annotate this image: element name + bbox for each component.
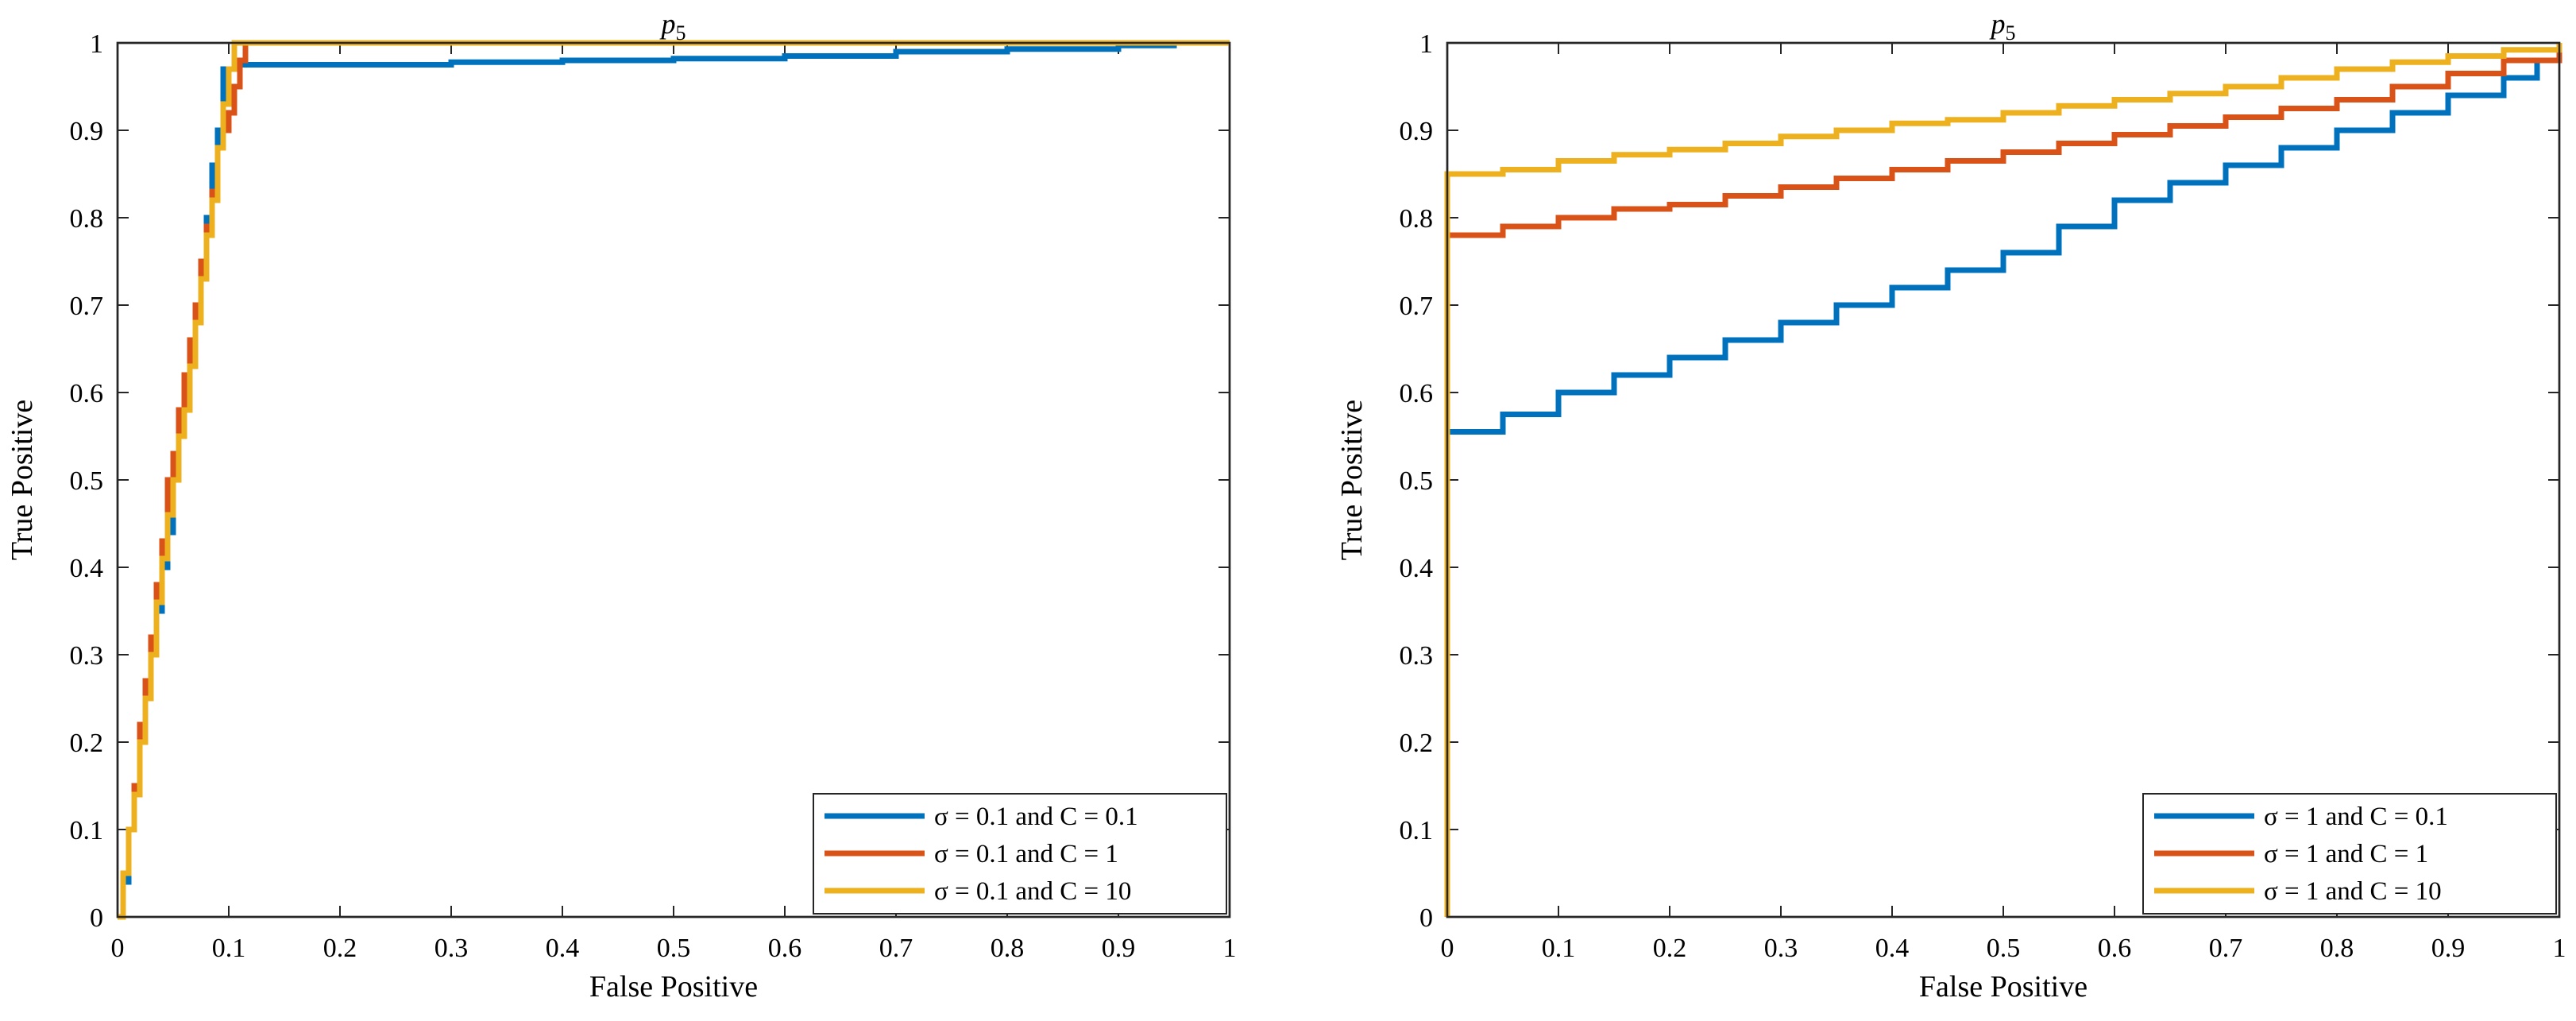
x-tick-label: 0.2: [1653, 934, 1687, 963]
legend-label-3: σ = 1 and C = 10: [2264, 877, 2442, 906]
x-tick-label: 0.4: [1875, 934, 1910, 963]
y-tick-label: 1: [90, 29, 103, 59]
y-tick-label: 0.7: [1400, 292, 1434, 321]
legend: σ = 0.1 and C = 0.1 σ = 0.1 and C = 1 σ = …: [813, 793, 1227, 915]
y-tick-label: 0.8: [70, 204, 104, 234]
x-tick-label: 0.3: [1764, 934, 1798, 963]
x-tick-label: 0.8: [991, 934, 1025, 963]
legend-label-3: σ = 0.1 and C = 10: [934, 877, 1131, 906]
x-tick-label: 0.7: [2209, 934, 2243, 963]
y-tick-label: 0: [90, 903, 103, 933]
y-tick-label: 0.3: [70, 641, 104, 671]
x-tick-label: 0.5: [657, 934, 691, 963]
y-tick-label: 0.1: [70, 816, 104, 845]
legend-label-1: σ = 0.1 and C = 0.1: [934, 802, 1138, 831]
x-tick-label: 0.9: [1102, 934, 1136, 963]
x-tick-label: 0.2: [323, 934, 357, 963]
x-tick-label: 1: [2553, 934, 2566, 963]
plot-frame: [1446, 41, 2561, 919]
x-tick-label: 0.1: [212, 934, 246, 963]
y-tick-label: 1: [1419, 29, 1433, 59]
y-tick-label: 0.6: [70, 379, 104, 408]
y-tick-label: 0.2: [70, 729, 104, 758]
legend-label-2: σ = 0.1 and C = 1: [934, 840, 1118, 868]
y-tick-label: 0.7: [70, 292, 104, 321]
y-tick-label: 0.2: [1400, 729, 1434, 758]
x-axis-label: False Positive: [1919, 970, 2087, 1004]
series-line-2: [1447, 52, 2562, 238]
series-line-1: [1447, 52, 2562, 435]
series-line-3: [118, 40, 1230, 920]
y-tick-label: 0.4: [70, 554, 104, 583]
x-tick-label: 1: [1223, 934, 1237, 963]
plot-frame: [116, 41, 1231, 919]
plot-area: [116, 41, 1231, 919]
legend-label-2: σ = 1 and C = 1: [2264, 840, 2428, 868]
x-tick-label: 0.7: [879, 934, 913, 963]
legend-label-1: σ = 1 and C = 0.1: [2264, 802, 2448, 831]
y-tick-label: 0.1: [1400, 816, 1434, 845]
y-tick-label: 0.5: [1400, 466, 1434, 496]
chart-title: p5: [659, 8, 686, 44]
y-axis-label: True Positive: [6, 400, 39, 560]
chart-title: p5: [1989, 8, 2016, 44]
y-tick-label: 0.3: [1400, 641, 1434, 671]
series-line-2: [118, 40, 1230, 920]
chart-1: 0 0.1 0.2 0.3 0.4 0.5 0.6 0.7 0.8 0.9 1 0 0.1 0.2 0.3 0…: [6, 8, 1237, 1004]
x-tick-label: 0.6: [2098, 934, 2132, 963]
x-tick-label: 0.6: [768, 934, 802, 963]
x-tick-label: 0.9: [2431, 934, 2466, 963]
x-tick-label: 0.1: [1542, 934, 1576, 963]
chart-2: 0 0.1 0.2 0.3 0.4 0.5 0.6 0.7 0.8 0.9 1 0 0.1 0.2 0.3 0…: [1335, 8, 2566, 1004]
y-tick-label: 0.8: [1400, 204, 1434, 234]
x-tick-label: 0: [1441, 934, 1454, 963]
y-tick-label: 0.4: [1400, 554, 1434, 583]
x-tick-label: 0.3: [434, 934, 469, 963]
plot-area: [1446, 41, 2561, 919]
y-axis-label: True Positive: [1335, 400, 1369, 560]
y-tick-label: 0.9: [1400, 117, 1434, 146]
series-line-3: [1444, 43, 2562, 917]
x-tick-label: 0.4: [546, 934, 580, 963]
x-tick-label: 0: [111, 934, 125, 963]
x-axis-label: False Positive: [589, 970, 758, 1004]
legend: σ = 1 and C = 0.1 σ = 1 and C = 1 σ = 1 an…: [2142, 793, 2557, 915]
y-tick-label: 0.9: [70, 117, 104, 146]
y-tick-label: 0.6: [1400, 379, 1434, 408]
y-tick-label: 0: [1419, 903, 1433, 933]
x-tick-label: 0.5: [1987, 934, 2021, 963]
x-tick-label: 0.8: [2320, 934, 2354, 963]
y-tick-label: 0.5: [70, 466, 104, 496]
